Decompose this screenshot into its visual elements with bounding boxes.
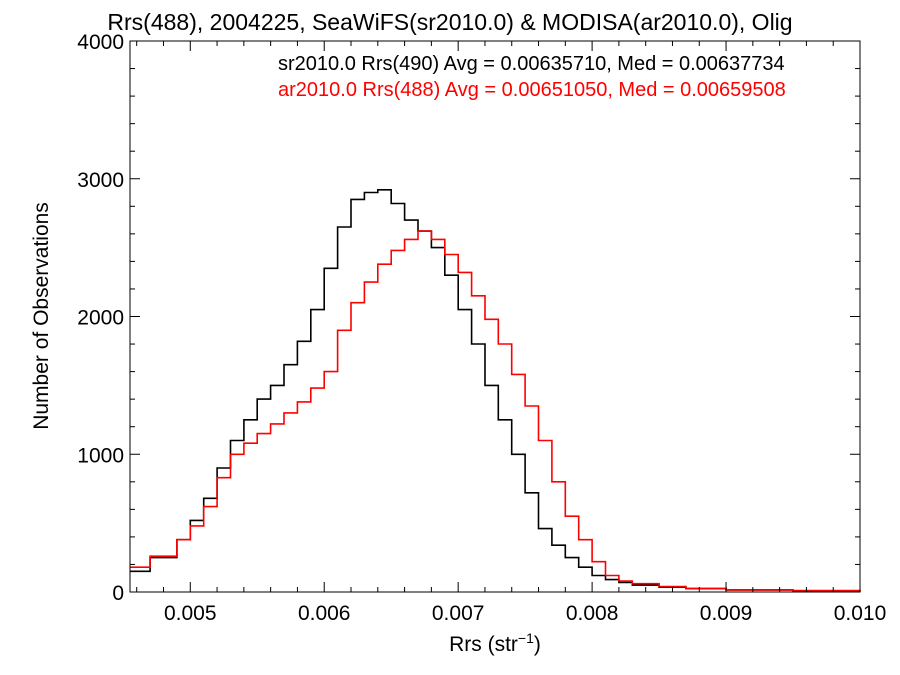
x-tick-label: 0.005 [164, 602, 217, 625]
y-tick-label: 3000 [77, 169, 124, 192]
x-tick-label: 0.009 [700, 602, 753, 625]
x-axis-label-main: Rrs (str [449, 633, 518, 656]
x-tick-label: 0.007 [432, 602, 485, 625]
series-1-line [130, 189, 861, 592]
axis-ticks: 0.005 0.006 0.007 0.008 0.009 0.010 0 1000 2000 3… [77, 31, 886, 625]
legend-series-1: sr2010.0 Rrs(490) Avg = 0.00635710, Med … [278, 53, 785, 75]
x-tick-label: 0.008 [566, 602, 619, 625]
x-tick-label: 0.010 [834, 602, 887, 625]
series-layer [130, 189, 861, 592]
plot-frame [129, 40, 861, 593]
x-axis-label: Rrs (str−1) [449, 630, 541, 656]
y-tick-label: 2000 [77, 307, 124, 330]
y-tick-label: 1000 [77, 444, 124, 467]
y-axis-label: Number of Observations [30, 202, 53, 430]
series-2-line [130, 230, 861, 592]
y-tick-label: 0 [112, 582, 124, 605]
chart-title: Rrs(488), 2004225, SeaWiFS(sr2010.0) & M… [107, 9, 792, 35]
x-axis-label-superscript: −1 [518, 630, 534, 646]
x-axis-label-close: ) [534, 633, 541, 656]
x-tick-label: 0.006 [298, 602, 351, 625]
legend-series-2: ar2010.0 Rrs(488) Avg = 0.00651050, Med … [278, 79, 786, 101]
y-tick-label: 4000 [77, 31, 124, 54]
